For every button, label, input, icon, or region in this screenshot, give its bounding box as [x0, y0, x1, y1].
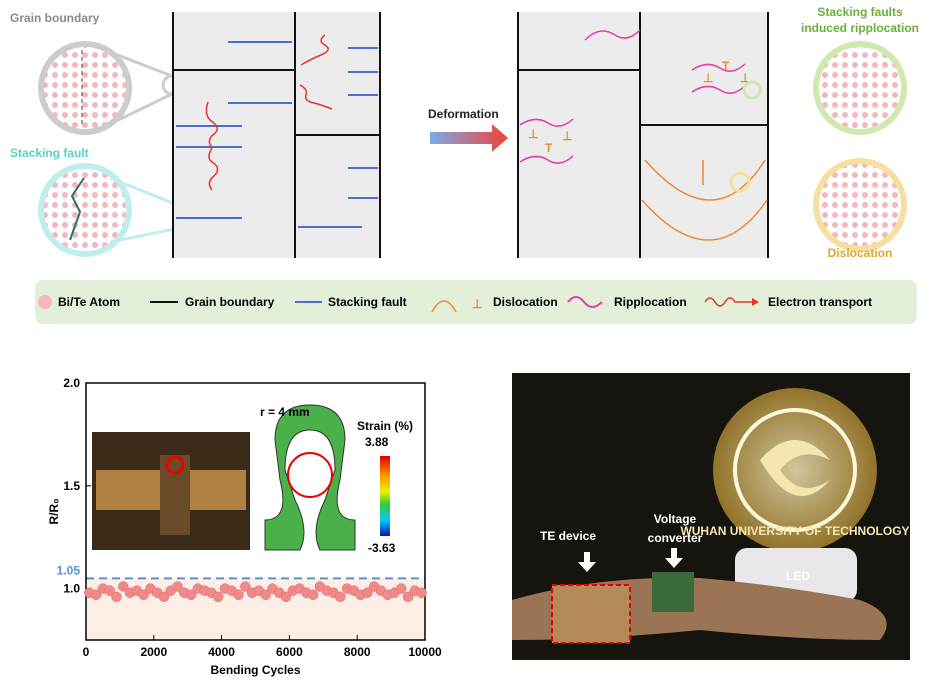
colorbar-tick: 3.88	[365, 435, 389, 449]
photo-label: converter	[648, 531, 703, 545]
legend-label: Dislocation	[493, 295, 558, 309]
x-tick-label: 10000	[408, 645, 442, 659]
point	[335, 591, 346, 603]
point	[111, 591, 122, 603]
point	[172, 581, 183, 592]
point	[396, 583, 407, 594]
label: Stacking faults	[817, 5, 903, 19]
inset: r = 4 mm Strain (%) 3.88 -3.63	[92, 404, 413, 555]
legend-label: Electron transport	[768, 295, 872, 309]
chart: 1.05 0 2000 4000 6000 8000 10000 1.0 1.5 2.0 Bendi…	[47, 376, 442, 677]
svg-text:⊥: ⊥	[703, 71, 713, 85]
y-tick-label: 1.0	[63, 582, 80, 596]
x-tick-label: 0	[83, 645, 90, 659]
photo-label: LED	[786, 569, 810, 583]
logo-text: WUHAN UNIVERSITY OF TECHNOLOGY	[680, 524, 909, 538]
label: Dislocation	[828, 246, 893, 260]
point	[104, 585, 115, 596]
point	[185, 589, 197, 601]
photo: WUHAN UNIVERSITY OF TECHNOLOGY LED TE de…	[512, 373, 910, 660]
x-tick-label: 4000	[208, 645, 235, 659]
plot-frame	[85, 382, 426, 641]
point	[212, 591, 224, 603]
x-axis-label: Bending Cycles	[210, 663, 300, 677]
x-tick-label: 8000	[344, 645, 371, 659]
label: Deformation	[428, 107, 499, 121]
colorbar-tick: -3.63	[368, 541, 396, 555]
point	[158, 591, 170, 603]
svg-text:⊥: ⊥	[562, 129, 572, 143]
inset-title: r = 4 mm	[260, 405, 310, 419]
point	[240, 581, 251, 592]
reference-label: 1.05	[57, 563, 81, 577]
point	[233, 589, 244, 601]
svg-text:⊥: ⊥	[528, 127, 538, 141]
legend-label: Grain boundary	[185, 295, 275, 309]
label: Grain boundary	[10, 11, 100, 25]
point	[118, 581, 129, 592]
label: induced ripplocation	[801, 21, 919, 35]
y-tick-label: 2.0	[63, 376, 80, 390]
legend-label: Ripplocation	[614, 295, 687, 309]
zoom-circle	[38, 163, 132, 257]
photo-label: TE device	[540, 529, 596, 543]
y-axis-label: R/R₀	[47, 498, 61, 524]
zoom-circle	[38, 41, 132, 135]
label: Stacking fault	[10, 146, 89, 160]
point	[138, 589, 149, 601]
x-tick-label: 6000	[276, 645, 303, 659]
legend: Bi/Te Atom Grain boundary Stacking fault…	[35, 280, 917, 324]
svg-text:T: T	[545, 141, 553, 155]
point	[362, 587, 373, 598]
svg-text:⊥: ⊥	[472, 297, 482, 311]
svg-text:⊥: ⊥	[740, 71, 750, 85]
schematic: Grain boundary Stacking fault Deformatio…	[10, 5, 919, 260]
svg-text:T: T	[722, 59, 730, 73]
y-tick-label: 1.5	[63, 479, 80, 493]
legend-label: Stacking fault	[328, 295, 407, 309]
zoom-circle	[813, 41, 907, 135]
point	[307, 589, 319, 601]
photo-label: Voltage	[654, 512, 697, 526]
zoom-circle	[813, 158, 907, 252]
x-tick-label: 2000	[140, 645, 167, 659]
legend-label: Bi/Te Atom	[58, 295, 120, 309]
point	[90, 589, 102, 601]
point	[260, 589, 271, 601]
colorbar-label: Strain (%)	[357, 419, 413, 433]
point	[280, 591, 292, 603]
point	[416, 587, 427, 598]
point	[402, 591, 414, 603]
